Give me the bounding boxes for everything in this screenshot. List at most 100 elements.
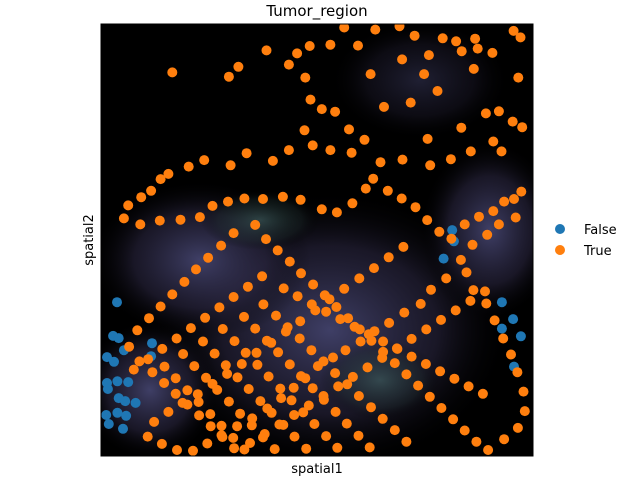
- point-true: [263, 371, 274, 382]
- point-true: [172, 445, 182, 455]
- point-true: [194, 212, 205, 223]
- point-true: [236, 359, 247, 369]
- point-true: [282, 322, 293, 333]
- point-true: [346, 147, 357, 158]
- point-true: [306, 299, 317, 310]
- point-true: [409, 30, 420, 41]
- point-true: [512, 367, 523, 378]
- point-true: [347, 198, 358, 209]
- point-true: [182, 399, 193, 410]
- point-false: [508, 314, 519, 325]
- point-false: [496, 323, 507, 334]
- point-true: [235, 408, 246, 419]
- point-true: [229, 336, 240, 347]
- point-true: [364, 442, 375, 453]
- point-true: [239, 311, 249, 322]
- point-true: [159, 361, 170, 372]
- point-true: [499, 196, 510, 207]
- point-true: [353, 40, 363, 51]
- point-true: [136, 192, 147, 203]
- point-true: [307, 383, 318, 394]
- point-true: [328, 352, 338, 363]
- point-true: [124, 341, 135, 352]
- legend-marker-false: [555, 224, 565, 234]
- point-false: [102, 352, 112, 363]
- point-true: [185, 323, 196, 334]
- point-true: [200, 312, 211, 323]
- point-true: [250, 323, 261, 334]
- chart-title: Tumor_region: [265, 2, 367, 21]
- y-axis-label: spatial2: [82, 214, 97, 266]
- point-true: [349, 321, 360, 332]
- point-true: [341, 418, 352, 429]
- point-true: [316, 204, 327, 215]
- point-true: [515, 32, 526, 43]
- point-true: [441, 273, 452, 284]
- legend-marker-true: [555, 245, 565, 255]
- point-true: [258, 432, 268, 443]
- point-true: [128, 364, 139, 375]
- point-true: [459, 219, 470, 230]
- point-true: [396, 193, 407, 204]
- point-false: [121, 410, 132, 421]
- point-true: [163, 168, 174, 179]
- point-true: [154, 215, 165, 226]
- point-true: [340, 345, 351, 356]
- point-true: [183, 161, 194, 172]
- point-true: [318, 356, 329, 367]
- point-true: [406, 333, 417, 344]
- point-true: [496, 146, 507, 157]
- point-true: [398, 241, 409, 252]
- point-true: [347, 371, 358, 382]
- point-true: [480, 108, 491, 119]
- point-false: [112, 297, 122, 308]
- point-true: [278, 419, 289, 430]
- point-true: [342, 379, 353, 390]
- point-true: [448, 414, 459, 425]
- point-true: [309, 419, 320, 429]
- point-true: [426, 284, 436, 295]
- point-true: [339, 24, 350, 33]
- point-true: [482, 229, 493, 240]
- point-false: [147, 338, 157, 349]
- point-true: [480, 286, 490, 297]
- point-true: [135, 219, 146, 230]
- point-true: [246, 420, 257, 431]
- point-true: [465, 295, 476, 306]
- point-true: [283, 59, 294, 70]
- point-true: [171, 333, 182, 344]
- point-true: [155, 174, 166, 185]
- point-true: [401, 369, 412, 380]
- point-false: [118, 423, 128, 434]
- point-true: [410, 202, 421, 213]
- point-true: [368, 173, 379, 184]
- point-true: [353, 430, 364, 441]
- point-true: [193, 397, 204, 407]
- point-true: [422, 215, 433, 226]
- point-true: [397, 54, 408, 65]
- point-true: [289, 410, 300, 420]
- point-true: [198, 336, 208, 347]
- point-true: [445, 154, 456, 165]
- point-true: [517, 122, 528, 133]
- point-true: [295, 194, 306, 205]
- point-true: [170, 388, 181, 399]
- point-true: [296, 268, 306, 279]
- point-true: [344, 124, 354, 135]
- point-true: [271, 310, 281, 321]
- point-false: [103, 419, 114, 429]
- point-true: [261, 45, 272, 56]
- point-true: [513, 72, 524, 83]
- point-true: [159, 378, 170, 388]
- point-true: [353, 391, 364, 401]
- point-true: [250, 219, 261, 230]
- point-true: [255, 396, 266, 407]
- point-true: [163, 406, 174, 417]
- point-true: [382, 185, 393, 196]
- point-true: [283, 145, 294, 156]
- point-true: [468, 285, 479, 296]
- point-false: [447, 225, 458, 236]
- point-true: [258, 299, 269, 310]
- point-true: [331, 302, 342, 312]
- point-true: [432, 86, 443, 96]
